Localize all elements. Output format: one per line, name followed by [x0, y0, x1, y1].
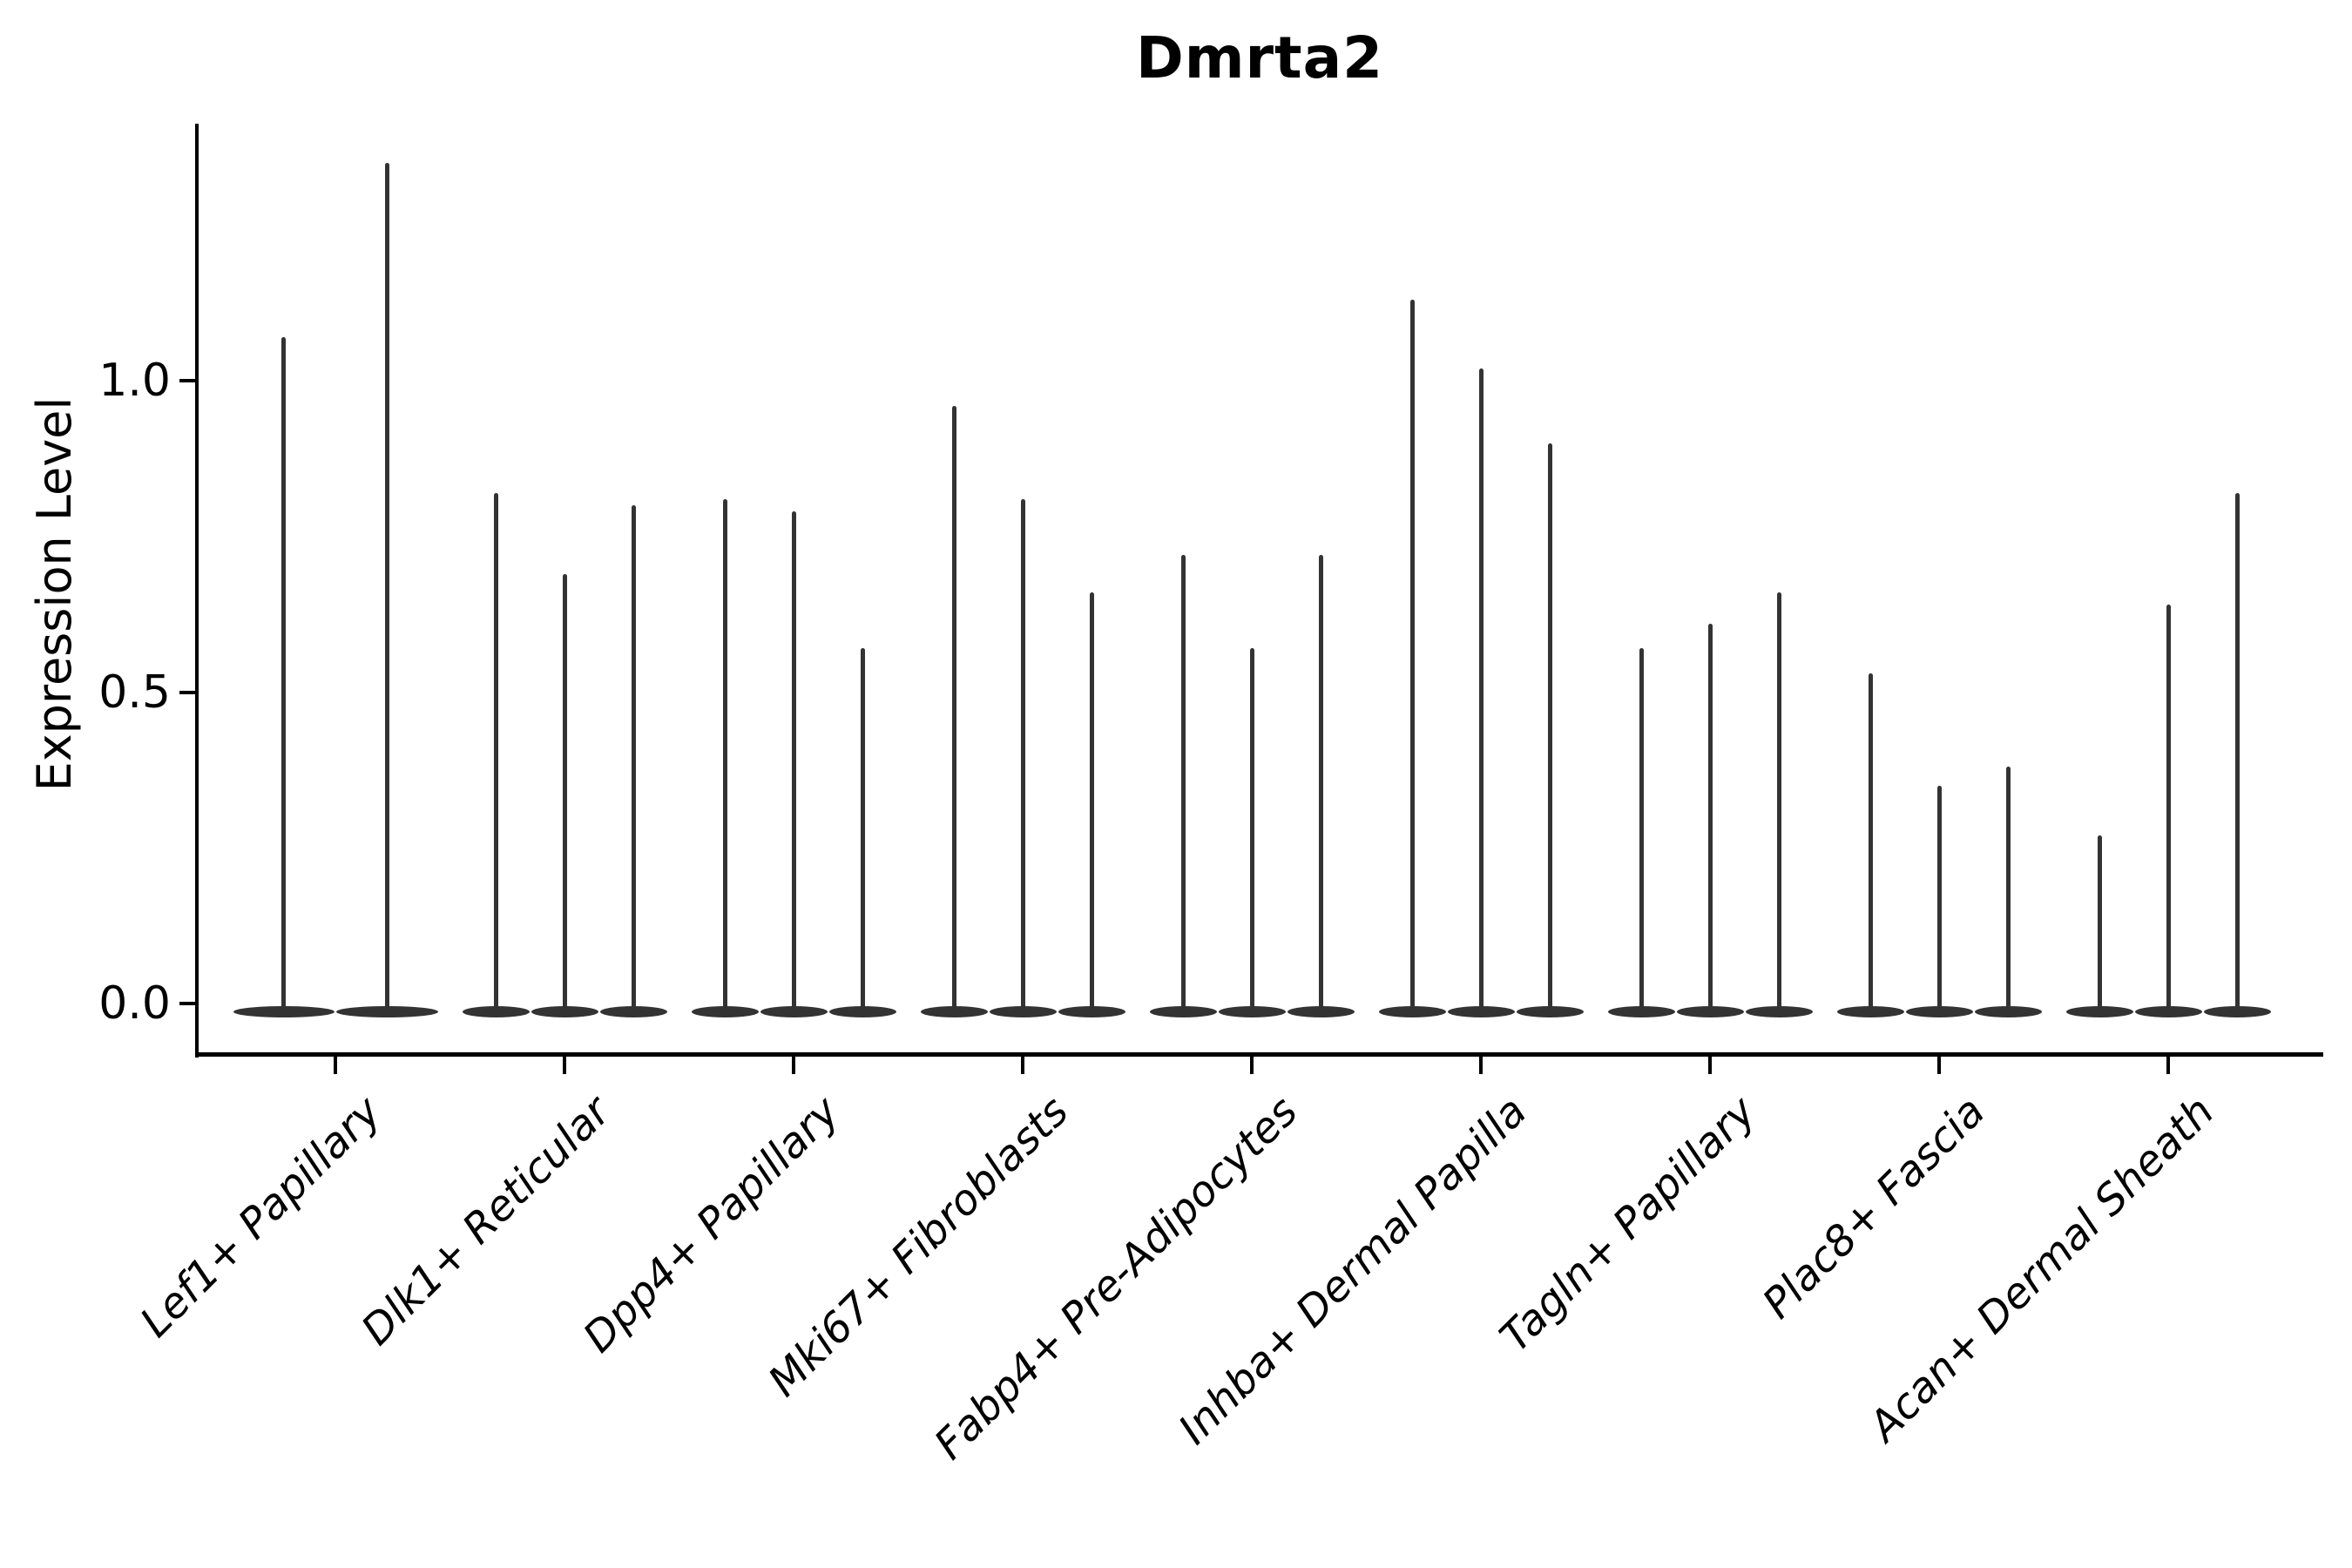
x-tick-label: Mki67+ Fibroblasts	[759, 1086, 1078, 1406]
violin-spike	[791, 511, 796, 1016]
x-tick-label: Dlk1+ Reticular	[352, 1086, 620, 1355]
violin-spike	[951, 405, 956, 1016]
violin-spike	[384, 162, 389, 1016]
violin-body	[1218, 1005, 1286, 1017]
violin-body	[1447, 1005, 1515, 1017]
y-axis-label: Expression Level	[27, 396, 82, 792]
x-tick-label: Fabp4+ Pre-Adipocytes	[924, 1086, 1308, 1470]
violin-body	[691, 1005, 759, 1017]
violin-spike	[2166, 605, 2171, 1016]
violin-body	[2203, 1005, 2271, 1017]
violin-spike	[1249, 648, 1254, 1016]
x-tick	[1250, 1057, 1254, 1074]
violin-body	[2065, 1005, 2133, 1017]
x-tick	[334, 1057, 337, 1074]
violin-body	[828, 1005, 896, 1017]
y-tick-label: 1.0	[98, 355, 171, 407]
y-axis-spine	[195, 124, 199, 1058]
violin-body	[462, 1005, 530, 1017]
violin-spike	[1089, 592, 1094, 1016]
y-tick	[179, 1002, 197, 1005]
x-tick	[1708, 1057, 1712, 1074]
y-tick	[179, 690, 197, 694]
violin-spike	[2234, 492, 2240, 1016]
violin-spike	[722, 498, 727, 1016]
violin-spike	[1478, 368, 1484, 1016]
violin-spike	[1868, 673, 1873, 1016]
y-tick	[179, 379, 197, 382]
violin-spike	[631, 505, 636, 1016]
violin-body	[531, 1005, 598, 1017]
violin-spike	[1318, 555, 1323, 1016]
violin-body	[1516, 1005, 1584, 1017]
x-tick	[563, 1057, 566, 1074]
violin-body	[1607, 1005, 1675, 1017]
violin-body	[1974, 1005, 2042, 1017]
x-tick-label: Dpp4+ Papillary	[573, 1086, 849, 1362]
violin-body	[1745, 1005, 1813, 1017]
violin-body	[1287, 1005, 1355, 1017]
x-tick	[1479, 1057, 1483, 1074]
violin-body	[1836, 1005, 1904, 1017]
x-tick	[792, 1057, 795, 1074]
violin-body	[1378, 1005, 1446, 1017]
violin-body	[920, 1005, 988, 1017]
violin-spike	[1707, 623, 1713, 1016]
x-tick-label: Tagln+ Papillary	[1490, 1086, 1766, 1362]
y-tick-label: 0.0	[98, 977, 171, 1030]
x-tick	[1021, 1057, 1024, 1074]
violin-body	[1149, 1005, 1217, 1017]
x-tick-label: Acan+ Dermal Sheath	[1859, 1086, 2224, 1451]
violin-body	[1676, 1005, 1744, 1017]
x-tick	[2166, 1057, 2170, 1074]
plot-title: Dmrta2	[1135, 24, 1384, 91]
y-tick-label: 0.5	[98, 666, 171, 719]
violin-spike	[2005, 767, 2011, 1016]
violin-spike	[1936, 785, 1942, 1016]
violin-spike	[1547, 443, 1552, 1016]
x-axis-spine	[195, 1052, 2323, 1057]
violin-body	[233, 1005, 335, 1017]
violin-spike	[562, 573, 567, 1016]
violin-body	[1905, 1005, 1973, 1017]
violin-spike	[1776, 592, 1781, 1016]
violin-spike	[1020, 498, 1025, 1016]
violin-body	[336, 1005, 438, 1017]
violin-spike	[1180, 555, 1186, 1016]
violin-spike	[1409, 300, 1415, 1016]
violin-body	[760, 1005, 828, 1017]
violin-spike	[2097, 835, 2102, 1016]
violin-spike	[493, 492, 498, 1016]
x-tick	[1937, 1057, 1941, 1074]
violin-spike	[281, 336, 287, 1016]
violin-body	[599, 1005, 667, 1017]
violin-spike	[1639, 648, 1644, 1016]
x-tick-label: Inhba+ Dermal Papilla	[1169, 1086, 1537, 1455]
x-tick-label: Plac8+ Fascia	[1753, 1086, 1995, 1328]
violin-spike	[860, 648, 865, 1016]
violin-body	[1058, 1005, 1125, 1017]
violin-body	[989, 1005, 1057, 1017]
violin-body	[2134, 1005, 2202, 1017]
